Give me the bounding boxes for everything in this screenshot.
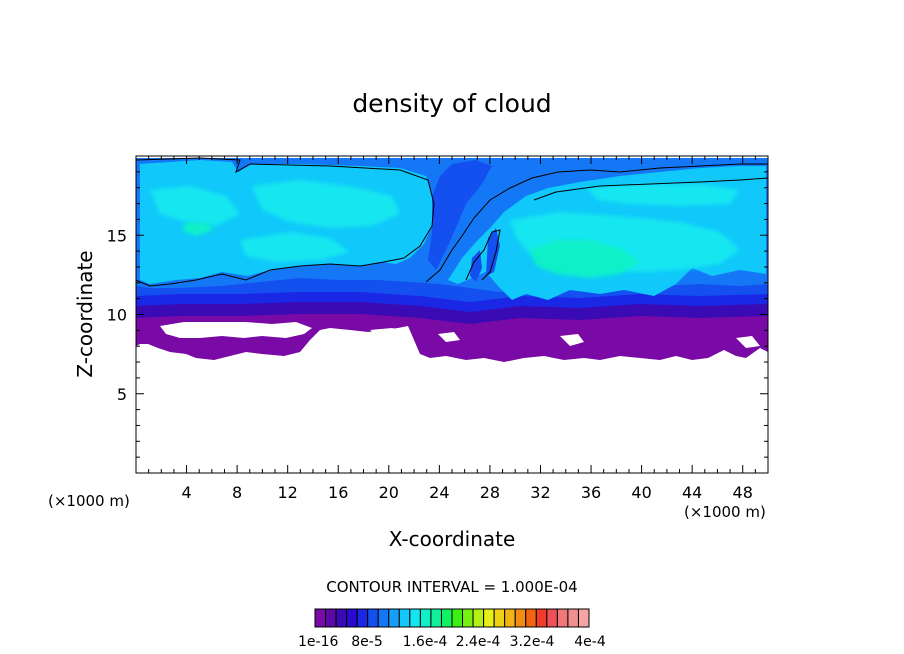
cloud-gap [370,328,408,340]
colorbar-label: 8e-5 [351,634,382,650]
colorbar-swatch [483,608,495,628]
axis-ticks [136,156,768,473]
x-tick-label: 28 [480,483,500,502]
x-axis-title: X-coordinate [389,527,516,551]
cloud-gap [160,322,312,338]
contour-lines [136,157,768,287]
colorbar-labels: 1e-16 8e-5 1.6e-4 2.4e-4 3.2e-4 4e-4 [298,634,606,650]
colorbar-swatch [335,608,348,628]
x-tick-label: 8 [232,483,242,502]
x-tick-label: 24 [429,483,449,502]
cloud-core-green [530,240,640,278]
x-tick-labels: 4 8 12 16 20 24 28 32 36 40 44 48 [181,483,752,502]
colorbar-label: 2.4e-4 [456,634,501,650]
y-axis-title: Z-coordinate [73,250,97,377]
x-tick-label: 40 [631,483,651,502]
colorbar-swatch [567,608,579,628]
y-unit-label: (×1000 m) [48,492,130,510]
colorbar-swatch [314,608,327,628]
colorbar-swatch [546,608,558,628]
colorbar-swatch [388,608,400,628]
cloud-light-cyan [252,180,400,228]
cloud-streak-blue [470,250,482,282]
contour-interval-text: CONTOUR INTERVAL = 1.000E-04 [326,578,577,596]
cloud-gap [560,334,584,346]
y-tick-labels: 5 10 15 [107,226,127,404]
colorbar-swatch [535,608,548,628]
x-tick-label: 20 [379,483,399,502]
colorbar-swatch [493,608,506,628]
colorbar-label: 4e-4 [574,634,606,650]
colorbar-label: 1e-16 [298,634,338,650]
x-tick-label: 32 [530,483,550,502]
colorbar-swatch [409,608,421,628]
colorbar-swatch [556,608,569,628]
cloud-light-cyan [240,232,350,262]
y-tick-label: 5 [117,385,127,404]
cloud-gap [320,338,372,352]
x-tick-label: 12 [278,483,298,502]
x-unit-label: (×1000 m) [684,503,766,521]
colorbar-swatch [367,608,379,628]
colorbar-label: 1.6e-4 [403,634,448,650]
cloud-light-cyan [586,184,740,206]
colorbar-swatch [440,608,453,628]
y-tick-label: 10 [107,306,127,325]
cloud-streak-blue [486,228,500,276]
colorbar-swatch [514,608,527,628]
colorbar-swatch [577,608,590,628]
colorbar [314,608,590,628]
cloud-core-green [182,222,214,236]
x-tick-label: 16 [328,483,348,502]
plot-area [136,156,768,473]
colorbar-swatch [325,608,337,628]
colorbar-swatch [430,608,442,628]
cloud-gap [438,332,460,342]
colorbar-swatch [525,608,537,628]
colorbar-swatch [504,608,516,628]
cloud-streak-blue [428,160,492,270]
colorbar-swatch [462,608,474,628]
colorbar-swatch [398,608,411,628]
colorbar-label: 3.2e-4 [510,634,555,650]
cloud-light-cyan [150,186,240,226]
x-tick-label: 36 [581,483,601,502]
x-tick-label: 48 [733,483,753,502]
colorbar-swatch [356,608,369,628]
colorbar-swatch [472,608,485,628]
x-tick-label: 4 [181,483,191,502]
x-tick-label: 44 [682,483,702,502]
chart-title: density of cloud [352,89,551,118]
colorbar-swatch [346,608,358,628]
colorbar-swatch [419,608,432,628]
y-tick-label: 15 [107,226,127,245]
cloud-gap [736,336,760,348]
colorbar-swatch [377,608,390,628]
colorbar-swatch [451,608,464,628]
